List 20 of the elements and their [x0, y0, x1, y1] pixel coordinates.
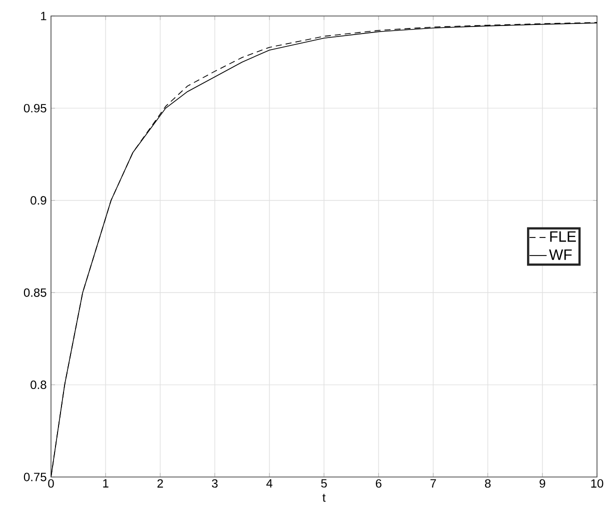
y-tick-label: 0.85 [24, 288, 46, 297]
x-tick-label: 9 [540, 479, 546, 488]
x-tick-label: 2 [157, 479, 163, 488]
x-tick-label: 3 [212, 479, 218, 488]
x-tick-label: 7 [430, 479, 436, 488]
x-tick-label: 6 [376, 479, 382, 488]
x-tick-label: 5 [321, 479, 327, 488]
legend-label: WF [549, 250, 572, 260]
y-tick-label: 0.9 [30, 196, 46, 205]
x-tick-label: 10 [591, 479, 604, 488]
x-axis-title: t [322, 494, 326, 502]
x-tick-label: 4 [266, 479, 272, 488]
y-tick-label: 1 [41, 12, 46, 20]
y-tick-label: 0.8 [30, 380, 46, 390]
legend-label: FLE [550, 231, 576, 242]
x-tick-label: 1 [103, 479, 108, 488]
y-tick-label: 0.95 [24, 104, 46, 113]
x-tick-label: 8 [484, 479, 491, 488]
y-tick-label: 0.75 [24, 472, 46, 482]
x-tick-label: 0 [48, 479, 54, 488]
